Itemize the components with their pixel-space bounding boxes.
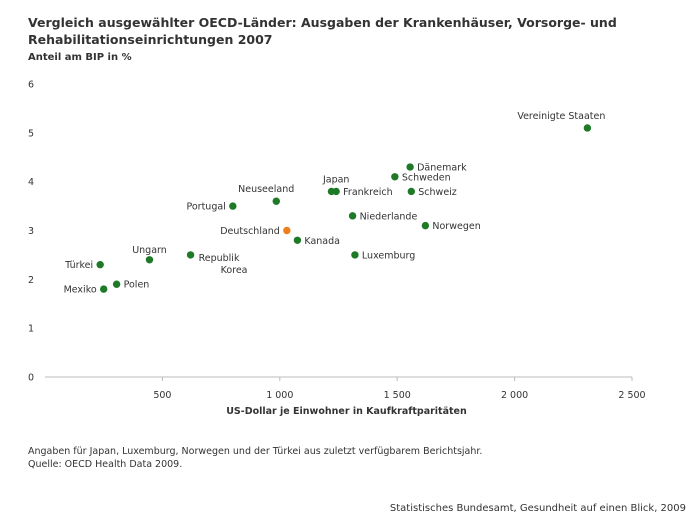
y-tick-label: 1 bbox=[28, 324, 34, 335]
data-label-norwegen: Norwegen bbox=[432, 221, 480, 232]
x-tick-label: 1 000 bbox=[266, 390, 293, 401]
data-point bbox=[229, 202, 237, 210]
y-tick-label: 5 bbox=[28, 128, 34, 139]
data-label-frankreich: Frankreich bbox=[343, 187, 392, 198]
data-point bbox=[293, 236, 302, 244]
x-tick-label: 1 500 bbox=[384, 390, 411, 401]
data-point bbox=[391, 173, 399, 181]
y-tick-label: 0 bbox=[28, 373, 34, 384]
data-point bbox=[406, 163, 414, 171]
data-label-luxemburg: Luxemburg bbox=[362, 250, 415, 261]
x-tick-label: 2 000 bbox=[501, 390, 528, 401]
data-point bbox=[351, 251, 359, 259]
data-point bbox=[145, 256, 154, 264]
data-label-neuseeland: Neuseeland bbox=[238, 184, 294, 195]
data-point bbox=[583, 124, 592, 132]
footnote-line-2: Quelle: OECD Health Data 2009. bbox=[28, 459, 183, 470]
data-label-schweiz: Schweiz bbox=[418, 187, 457, 198]
x-axis-title: US-Dollar je Einwohner in Kaufkraftparit… bbox=[226, 406, 467, 417]
scatter-chart: 0 1 2 3 4 5 6 500 1 000 1 500 2 000 2 500 US-Dollar … bbox=[28, 80, 646, 418]
data-label-mexiko: Mexiko bbox=[64, 285, 97, 296]
chart-subtitle: Anteil am BIP in % bbox=[28, 52, 132, 63]
data-point bbox=[186, 251, 195, 259]
data-label-schweden: Schweden bbox=[402, 172, 451, 183]
data-label-polen: Polen bbox=[124, 280, 150, 291]
data-label-niederlande: Niederlande bbox=[360, 211, 418, 222]
data-point bbox=[96, 260, 104, 269]
data-point bbox=[421, 221, 430, 230]
data-point bbox=[100, 285, 108, 293]
data-point bbox=[272, 197, 280, 205]
x-tick-label: 500 bbox=[153, 390, 171, 401]
data-point bbox=[332, 187, 340, 196]
axes: 0 1 2 3 4 5 6 500 1 000 1 500 2 000 2 500 US-Dollar … bbox=[28, 80, 646, 418]
data-label-türkei: Türkei bbox=[64, 260, 93, 271]
data-label-republik-korea: Republik bbox=[199, 253, 240, 264]
data-point bbox=[348, 212, 357, 220]
y-tick-label: 6 bbox=[28, 80, 34, 91]
data-point bbox=[283, 226, 291, 235]
y-tick-label: 4 bbox=[28, 177, 34, 188]
footnote-line-1: Angaben für Japan, Luxemburg, Norwegen u… bbox=[28, 446, 483, 457]
data-label-republik-korea: Korea bbox=[221, 265, 248, 276]
data-label-vereinigte-staaten: Vereinigte Staaten bbox=[517, 111, 605, 122]
data-label-portugal: Portugal bbox=[186, 202, 225, 213]
data-label-kanada: Kanada bbox=[304, 236, 340, 247]
chart-panel: Vergleich ausgewählter OECD-Länder: Ausg… bbox=[27, 15, 678, 471]
data-point bbox=[407, 187, 415, 196]
data-points bbox=[96, 124, 592, 293]
data-label-dänemark: Dänemark bbox=[417, 163, 467, 174]
data-label-ungarn: Ungarn bbox=[132, 245, 167, 256]
publisher-credit: Statistisches Bundesamt, Gesundheit auf … bbox=[389, 503, 686, 514]
y-tick-label: 2 bbox=[28, 275, 34, 286]
footnote: Angaben für Japan, Luxemburg, Norwegen u… bbox=[28, 445, 678, 471]
data-label-deutschland: Deutschland bbox=[220, 226, 280, 237]
y-tick-label: 3 bbox=[28, 226, 34, 237]
data-point bbox=[112, 280, 121, 288]
chart-title: Vergleich ausgewählter OECD-Länder: Ausg… bbox=[28, 15, 617, 47]
x-tick-label: 2 500 bbox=[618, 390, 645, 401]
data-label-japan: Japan bbox=[322, 174, 350, 185]
